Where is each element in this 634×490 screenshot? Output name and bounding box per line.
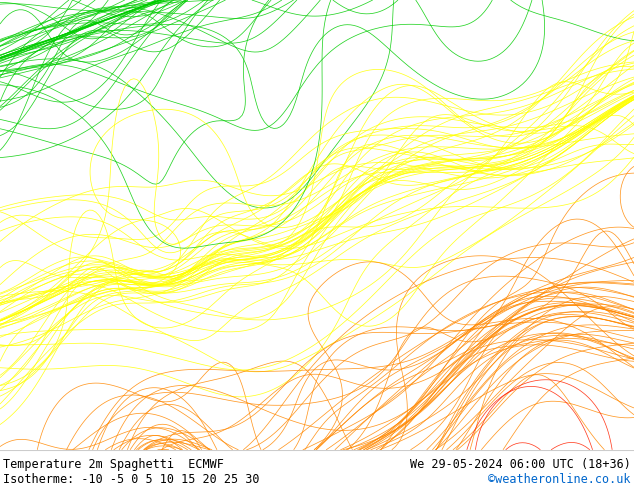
Text: Isotherme: -10 -5 0 5 10 15 20 25 30: Isotherme: -10 -5 0 5 10 15 20 25 30 xyxy=(3,473,260,486)
Text: Temperature 2m Spaghetti  ECMWF: Temperature 2m Spaghetti ECMWF xyxy=(3,458,224,471)
Text: ©weatheronline.co.uk: ©weatheronline.co.uk xyxy=(488,473,631,486)
Text: We 29-05-2024 06:00 UTC (18+36): We 29-05-2024 06:00 UTC (18+36) xyxy=(410,458,631,471)
